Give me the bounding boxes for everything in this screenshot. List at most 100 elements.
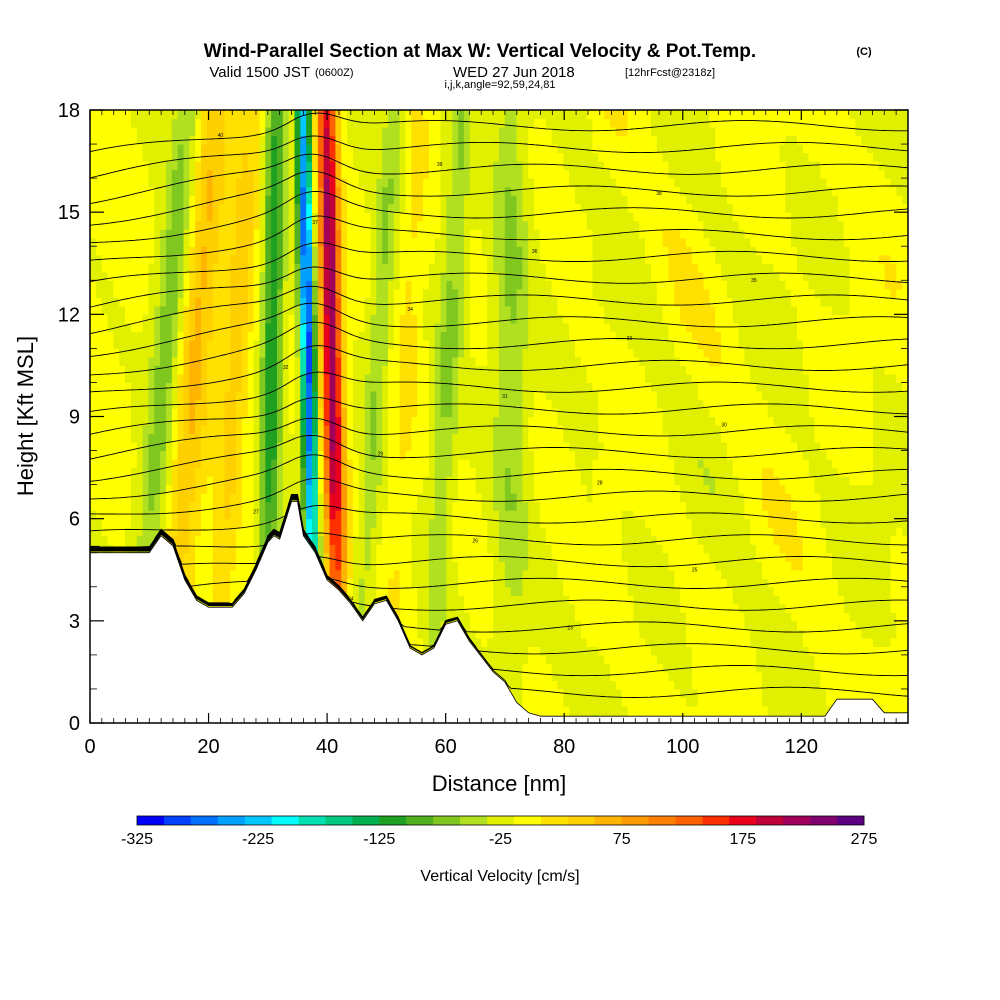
velocity-cell [393,331,401,341]
velocity-cell [218,535,225,545]
velocity-cell [382,552,389,562]
velocity-cell [206,416,214,426]
velocity-cell [253,535,261,545]
velocity-cell [341,518,348,528]
velocity-cell [481,612,488,622]
velocity-cell [458,195,465,205]
velocity-cell [393,220,401,230]
velocity-cell [218,314,225,324]
velocity-cell [458,561,465,571]
velocity-cell [306,501,313,511]
velocity-cell [376,186,383,196]
velocity-cell [341,144,348,154]
velocity-cell [288,280,296,290]
velocity-cell [230,356,237,367]
velocity-cell [329,169,336,179]
velocity-cell [119,348,126,358]
velocity-cell [183,382,190,392]
velocity-cell [130,237,138,247]
velocity-cell [165,280,173,290]
velocity-cell [376,407,383,418]
velocity-cell [171,339,179,349]
velocity-cell [376,348,383,358]
velocity-cell [282,297,290,307]
velocity-cell [323,118,331,128]
velocity-cell [481,620,488,630]
velocity-cell [241,535,249,545]
velocity-cell [218,416,225,426]
velocity-cell [189,390,196,401]
velocity-cell [312,280,319,290]
velocity-cell [171,135,179,145]
velocity-cell [119,229,126,239]
velocity-cell [428,569,436,579]
velocity-cell [382,425,389,435]
velocity-cell [329,118,336,128]
velocity-cell [276,110,284,120]
velocity-cell [387,135,395,145]
velocity-cell [434,407,442,418]
velocity-cell [387,510,395,520]
velocity-cell [458,348,465,358]
velocity-cell [125,280,132,290]
velocity-cell [206,544,214,554]
velocity-cell [101,348,109,358]
velocity-cell [347,578,354,588]
velocity-cell [136,416,144,426]
velocity-cell [294,288,301,298]
velocity-cell [241,442,249,452]
velocity-cell [423,288,430,298]
velocity-cell [475,339,483,349]
velocity-cell [469,203,477,213]
velocity-cell [323,161,331,171]
velocity-cell [428,186,436,196]
velocity-cell [288,195,296,205]
velocity-cell [165,390,173,401]
velocity-cell [481,646,488,656]
velocity-cell [393,305,401,315]
velocity-cell [399,178,407,188]
velocity-cell [107,382,114,392]
velocity-cell [481,535,488,545]
velocity-cell [452,382,459,392]
velocity-cell [411,373,418,384]
velocity-cell [306,322,313,332]
velocity-cell [276,246,284,256]
velocity-cell [335,527,342,537]
velocity-cell [323,135,331,145]
velocity-cell [165,459,173,469]
velocity-cell [183,280,190,290]
velocity-cell [241,544,249,554]
velocity-cell [452,476,459,486]
velocity-cell [195,467,202,477]
velocity-cell [317,195,325,205]
velocity-cell [276,195,284,205]
velocity-cell [306,493,313,503]
velocity-cell [195,263,202,273]
velocity-cell [487,654,494,664]
velocity-cell [352,484,360,494]
velocity-cell [206,331,214,341]
velocity-cell [265,178,272,188]
velocity-cell [469,467,477,477]
velocity-cell [463,314,471,324]
velocity-cell [259,271,266,281]
velocity-cell [101,373,109,384]
velocity-cell [101,178,109,188]
velocity-cell [218,586,225,596]
velocity-cell [312,246,319,256]
velocity-cell [411,305,418,315]
velocity-cell [358,203,366,213]
velocity-cell [423,203,430,213]
velocity-cell [206,169,214,179]
velocity-cell [475,161,483,171]
velocity-cell [440,195,448,205]
velocity-cell [364,390,372,401]
velocity-cell [405,110,412,120]
velocity-cell [387,450,395,460]
velocity-cell [130,186,138,196]
velocity-cell [218,527,225,537]
velocity-cell [212,467,220,477]
velocity-cell [370,271,377,281]
velocity-cell [224,552,231,562]
